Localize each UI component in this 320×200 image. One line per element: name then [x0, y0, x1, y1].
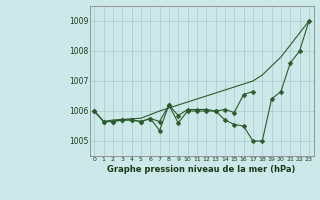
- X-axis label: Graphe pression niveau de la mer (hPa): Graphe pression niveau de la mer (hPa): [108, 165, 296, 174]
